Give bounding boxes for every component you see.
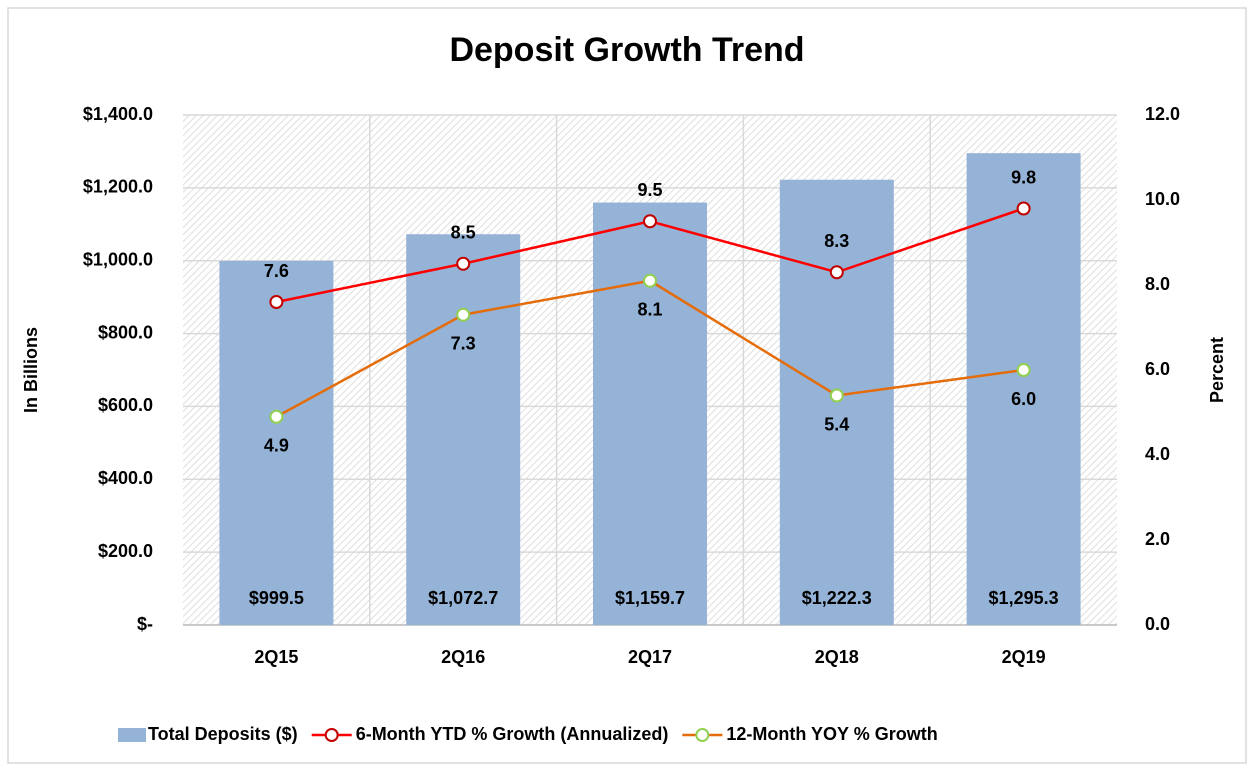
line-value-label: 7.3	[451, 334, 476, 354]
y-tick-label: $1,200.0	[83, 177, 153, 197]
x-tick-label: 2Q15	[254, 647, 298, 667]
line-marker	[456, 307, 471, 322]
y2-tick-label: 2.0	[1145, 529, 1170, 549]
bar-value-label: $1,295.3	[989, 588, 1059, 608]
y2-tick-label: 0.0	[1145, 614, 1170, 634]
bar	[406, 234, 521, 625]
bar-value-label: $1,159.7	[615, 588, 685, 608]
legend-marker	[324, 728, 339, 742]
line-value-label: 7.6	[264, 261, 289, 281]
y2-tick-label: 6.0	[1145, 359, 1170, 379]
chart-title: Deposit Growth Trend	[449, 31, 804, 69]
line-marker	[829, 388, 844, 403]
legend-label: Total Deposits ($)	[148, 724, 298, 744]
bar	[219, 260, 334, 625]
x-tick-label: 2Q17	[628, 647, 672, 667]
legend-swatch	[118, 728, 146, 742]
bar-value-label: $999.5	[249, 588, 304, 608]
y2-tick-label: 8.0	[1145, 274, 1170, 294]
legend-label: 6-Month YTD % Growth (Annualized)	[356, 724, 669, 744]
line-value-label: 8.3	[824, 231, 849, 251]
y2-axis-label: Percent	[1207, 337, 1227, 403]
line-marker	[643, 273, 657, 288]
line-value-label: 8.5	[451, 223, 476, 243]
line-value-label: 9.5	[637, 180, 662, 200]
line-marker	[1016, 363, 1031, 377]
line-value-label: 4.9	[264, 436, 289, 456]
x-tick-label: 2Q19	[1002, 647, 1046, 667]
y-tick-label: $600.0	[98, 395, 153, 415]
y2-tick-label: 12.0	[1145, 104, 1180, 124]
x-tick-label: 2Q16	[441, 647, 485, 667]
line-marker	[456, 256, 471, 271]
line-value-label: 9.8	[1011, 167, 1036, 187]
line-marker	[269, 295, 284, 309]
y-tick-label: $200.0	[98, 541, 153, 561]
line-marker	[1016, 201, 1031, 216]
line-marker	[643, 214, 657, 229]
bar	[593, 202, 707, 626]
bar-value-label: $1,072.7	[428, 588, 498, 608]
y-tick-label: $-	[137, 614, 153, 634]
y2-tick-label: 10.0	[1145, 189, 1180, 209]
line-marker	[269, 409, 284, 424]
y2-tick-label: 4.0	[1145, 444, 1170, 464]
line-marker	[829, 265, 844, 280]
y-tick-label: $1,400.0	[83, 104, 153, 124]
line-value-label: 6.0	[1011, 389, 1036, 409]
y-tick-label: $800.0	[98, 322, 153, 342]
bar	[966, 153, 1081, 625]
line-value-label: 5.4	[824, 414, 849, 434]
x-tick-label: 2Q18	[815, 647, 859, 667]
bar-value-label: $1,222.3	[802, 588, 872, 608]
y-axis-label: In Billions	[21, 327, 41, 413]
y-tick-label: $1,000.0	[83, 249, 153, 269]
line-value-label: 8.1	[637, 300, 662, 320]
y-tick-label: $400.0	[98, 468, 153, 488]
legend-marker	[695, 728, 710, 742]
legend-label: 12-Month YOY % Growth	[726, 724, 937, 744]
